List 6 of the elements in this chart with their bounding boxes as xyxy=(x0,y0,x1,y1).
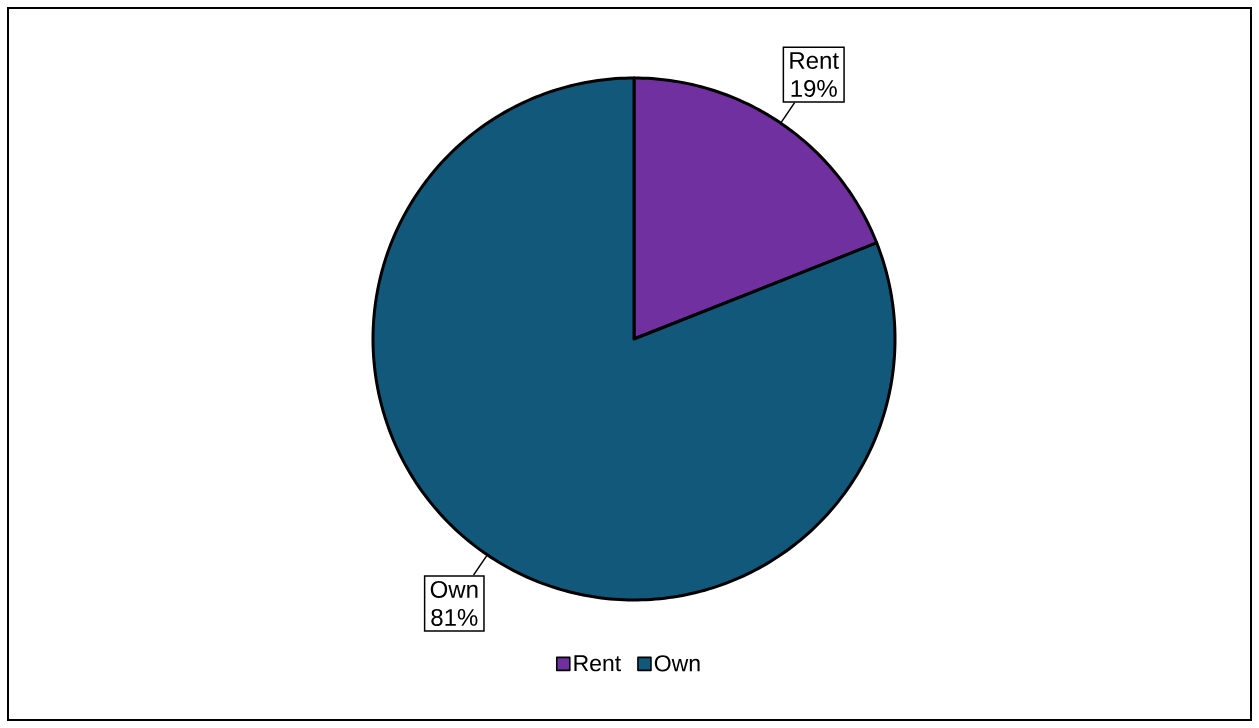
data-label: 81% xyxy=(431,608,478,626)
slice-label: Own xyxy=(430,580,478,598)
slice-label: Rent xyxy=(790,52,839,69)
legend-label: Rent xyxy=(574,655,621,672)
legend-label: Own xyxy=(654,655,700,672)
data-label: 19% xyxy=(791,79,837,97)
